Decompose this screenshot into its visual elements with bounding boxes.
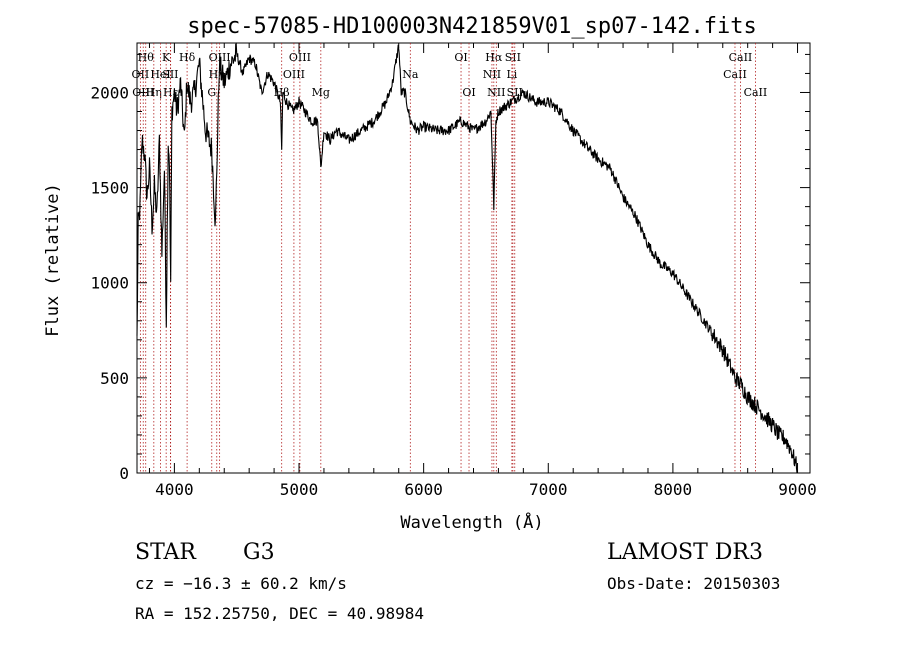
x-tick-label: 6000 bbox=[404, 480, 443, 499]
spectral-line-label: Li bbox=[506, 68, 517, 81]
spectrum-chart: spec-57085-HD100003N421859V01_sp07-142.f… bbox=[43, 14, 817, 533]
spectral-line-label: OIII bbox=[132, 86, 154, 99]
coordinates: RA = 152.25750, DEC = 40.98984 bbox=[135, 604, 424, 623]
plot-axes: 4000 5000 6000 7000 8000 9000 0 500 1000 1500 2000 bbox=[90, 42, 817, 499]
spectral-line-label: Mg bbox=[312, 86, 330, 99]
spectrum-series bbox=[136, 42, 799, 474]
spectral-line-label: Hη bbox=[146, 86, 162, 99]
spectral-line-label: HeI bbox=[150, 68, 170, 81]
spectral-line-label: OII bbox=[132, 68, 150, 81]
spectral-line-label: CaII bbox=[744, 86, 768, 99]
spectral-line-label: OIII bbox=[289, 51, 311, 64]
y-tick-label: 0 bbox=[119, 464, 129, 483]
object-class: STAR bbox=[135, 540, 196, 565]
y-axis-label: Flux (relative) bbox=[43, 183, 63, 337]
spectral-line-label: Na bbox=[402, 68, 419, 81]
spectral-line-label: CaII bbox=[729, 51, 753, 64]
x-tick-label: 8000 bbox=[654, 480, 693, 499]
y-tick-label: 1500 bbox=[90, 179, 129, 198]
spectral-line-label: OI bbox=[454, 51, 467, 64]
spectral-line-label: CaII bbox=[723, 68, 747, 81]
x-tick-label: 7000 bbox=[529, 480, 568, 499]
x-tick-label: 4000 bbox=[155, 480, 194, 499]
x-tick-label: 9000 bbox=[778, 480, 817, 499]
plot-frame bbox=[136, 42, 811, 474]
spectral-line-label: NII bbox=[483, 68, 501, 81]
spectral-line-label: Hθ bbox=[138, 51, 155, 64]
spectral-line-label: OIII bbox=[283, 68, 305, 81]
y-tick-label: 2000 bbox=[90, 83, 129, 102]
spectral-line-label: Hδ bbox=[179, 51, 196, 64]
spectral-line-label: G bbox=[207, 86, 216, 99]
x-axis-label: Wavelength (Å) bbox=[400, 511, 543, 533]
spectral-line-label: OI bbox=[462, 86, 475, 99]
spectral-line-label: K bbox=[162, 51, 171, 64]
spectral-line-label: Hα bbox=[485, 51, 503, 64]
redshift-velocity: cz = −16.3 ± 60.2 km/s bbox=[135, 574, 347, 593]
spectral-line-label: NII bbox=[487, 86, 505, 99]
chart-title: spec-57085-HD100003N421859V01_sp07-142.f… bbox=[187, 14, 757, 39]
spectral-line-label: SII bbox=[505, 51, 521, 64]
y-tick-label: 1000 bbox=[90, 274, 129, 293]
survey-name: LAMOST DR3 bbox=[607, 540, 763, 565]
spectrum-line bbox=[136, 42, 799, 474]
spectral-line-markers: OIIOIIIHθHηHeIKHεSIIHδGHγOIIIHβOIIIOIIIM… bbox=[132, 43, 768, 473]
spectral-line-label: SII bbox=[162, 68, 178, 81]
y-tick-label: 500 bbox=[100, 369, 129, 388]
observation-date: Obs-Date: 20150303 bbox=[607, 574, 781, 593]
x-tick-label: 5000 bbox=[280, 480, 319, 499]
spectral-subclass: G3 bbox=[243, 540, 275, 565]
